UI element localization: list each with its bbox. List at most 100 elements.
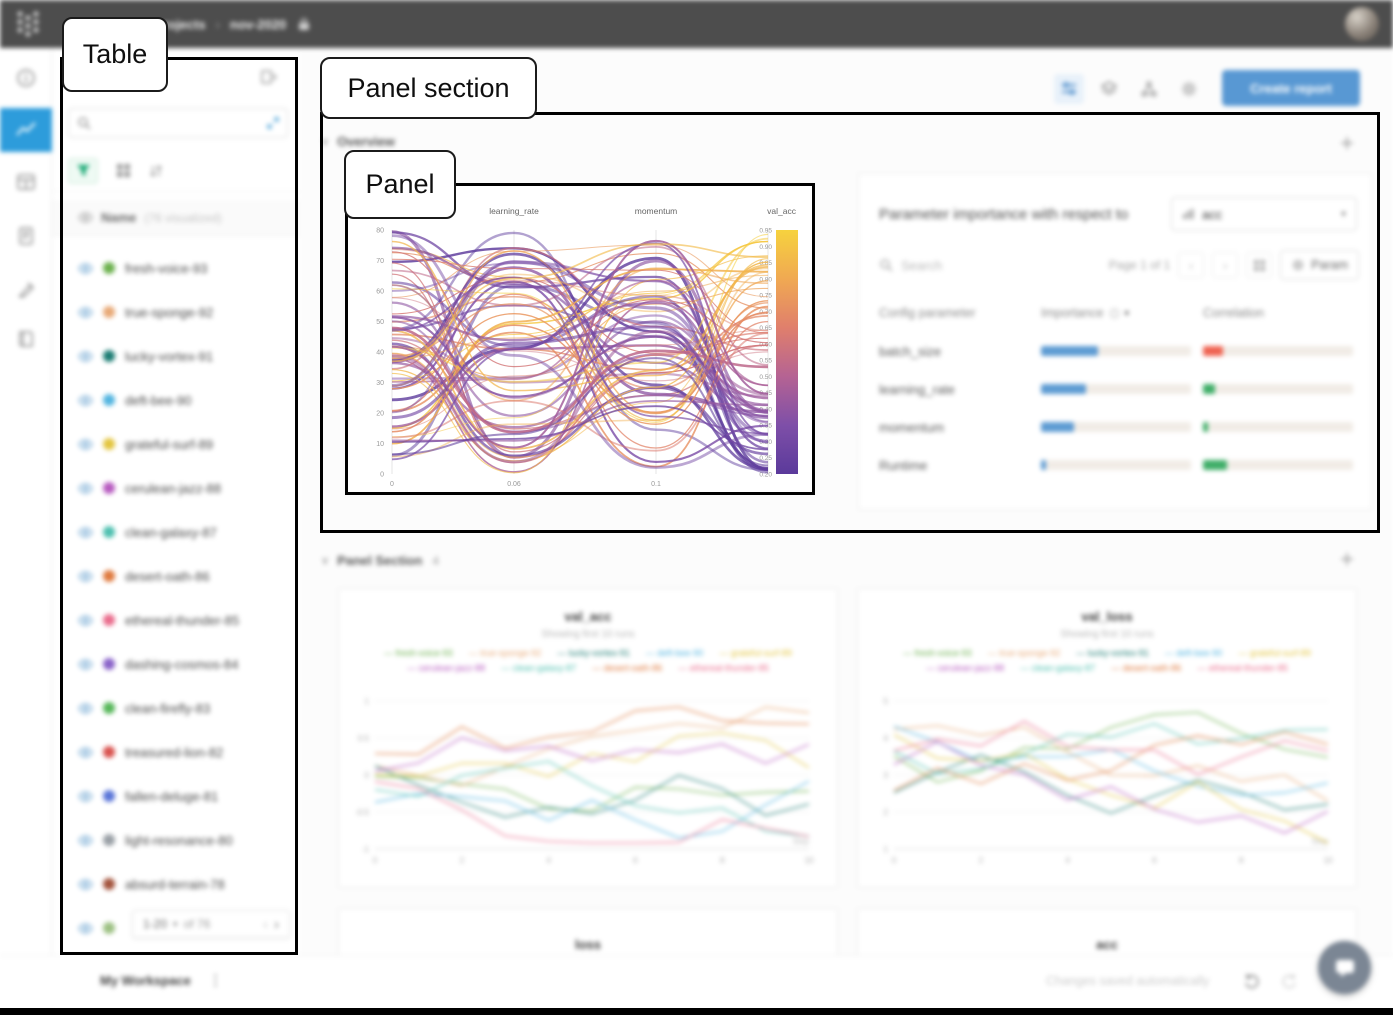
run-name[interactable]: lucky-vortex-91: [125, 348, 214, 364]
importance-search-input[interactable]: [901, 257, 1011, 273]
section-collapse-icon[interactable]: ∨: [321, 136, 330, 148]
run-visibility-eye-icon[interactable]: [78, 921, 93, 936]
run-visibility-eye-icon[interactable]: [78, 657, 93, 672]
run-row[interactable]: cerulean-jazz-88: [52, 466, 300, 510]
val-acc-chart[interactable]: 1 0.5 0 -0.5 -1 0 2 4 6 8 10 Step: [339, 691, 839, 887]
settings-gear-icon[interactable]: [1174, 74, 1204, 104]
run-visibility-eye-icon[interactable]: [78, 613, 93, 628]
page-size-value[interactable]: 1-20: [143, 917, 168, 931]
importance-row[interactable]: Runtime: [879, 446, 1353, 484]
run-visibility-eye-icon[interactable]: [78, 877, 93, 892]
legend-entry[interactable]: — desert-oath-86: [592, 663, 663, 673]
importance-next-icon[interactable]: ›: [1212, 252, 1239, 278]
legend-entry[interactable]: — deft-bee-90: [645, 648, 704, 658]
next-page-icon[interactable]: ›: [274, 915, 279, 933]
run-row[interactable]: true-sponge-92: [52, 290, 300, 334]
group-columns-icon[interactable]: [116, 163, 131, 178]
legend-entry[interactable]: — fresh-voice-93: [384, 648, 453, 658]
layers-icon[interactable]: [1094, 74, 1124, 104]
run-name[interactable]: absurd-terrain-78: [125, 876, 225, 892]
run-row[interactable]: grateful-surf-89: [52, 422, 300, 466]
runs-search-input[interactable]: [97, 115, 261, 131]
acc-panel[interactable]: acc: [857, 908, 1357, 955]
run-name[interactable]: light-resonance-80: [125, 832, 233, 848]
run-visibility-eye-icon[interactable]: [78, 701, 93, 716]
eye-icon[interactable]: [78, 210, 93, 225]
legend-entry[interactable]: — true-sponge-92: [468, 648, 542, 658]
legend-entry[interactable]: — desert-oath-86: [1111, 663, 1182, 673]
run-name[interactable]: clean-galaxy-87: [125, 524, 217, 540]
redo-icon[interactable]: [1280, 971, 1298, 989]
panel-settings-icon[interactable]: [1054, 74, 1084, 104]
run-row[interactable]: lucky-vortex-91: [52, 334, 300, 378]
legend-entry[interactable]: — clean-galaxy-87: [1020, 663, 1096, 673]
importance-row[interactable]: batch_size: [879, 332, 1353, 370]
legend-entry[interactable]: — grateful-surf-89: [719, 648, 792, 658]
chat-button[interactable]: [1318, 941, 1371, 994]
parallel-coordinates-panel[interactable]: learning_rate momentum val_acc 80 70 60 50 40 30…: [345, 183, 815, 495]
run-row[interactable]: absurd-terrain-78: [52, 862, 300, 906]
section-2-header[interactable]: ∨ Panel Section 4: [321, 553, 439, 568]
run-name[interactable]: cerulean-jazz-88: [125, 480, 222, 496]
workspace-name[interactable]: My Workspace: [100, 973, 191, 988]
legend-entry[interactable]: — grateful-surf-89: [1238, 648, 1311, 658]
val-loss-chart[interactable]: 5 4 3 2 1 0 2 4 6 8 10 Step: [858, 691, 1358, 887]
nav-sweeps-brush-icon[interactable]: [0, 267, 52, 311]
create-report-button[interactable]: Create report: [1222, 70, 1360, 106]
nav-table-icon[interactable]: [0, 160, 52, 204]
run-name[interactable]: fallen-deluge-81: [125, 788, 219, 804]
run-visibility-eye-icon[interactable]: [78, 349, 93, 364]
run-row[interactable]: [52, 906, 300, 950]
section-2-collapse-icon[interactable]: ∨: [321, 555, 330, 567]
nav-workspace-chart-icon[interactable]: [0, 108, 52, 152]
config-parameter-column[interactable]: Config parameter: [879, 306, 976, 320]
metric-dropdown[interactable]: acc ▾: [1171, 197, 1357, 231]
run-name[interactable]: fresh-voice-93: [125, 260, 208, 276]
collapse-sidebar-icon[interactable]: [260, 68, 278, 86]
legend-entry[interactable]: — ethereal-thunder-85: [1197, 663, 1288, 673]
sort-caret-icon[interactable]: ▾: [1124, 307, 1130, 318]
legend-entry[interactable]: — ethereal-thunder-85: [678, 663, 769, 673]
run-row[interactable]: clean-galaxy-87: [52, 510, 300, 554]
run-name[interactable]: ethereal-thunder-85: [125, 612, 240, 628]
run-row[interactable]: fallen-deluge-81: [52, 774, 300, 818]
run-visibility-eye-icon[interactable]: [78, 393, 93, 408]
add-panel-icon[interactable]: +: [1340, 130, 1355, 157]
val-loss-panel[interactable]: val_loss Showing first 10 runs — fresh-v…: [857, 588, 1357, 888]
run-name[interactable]: dashing-cosmos-84: [125, 656, 239, 672]
wandb-logo-icon[interactable]: [12, 8, 44, 40]
run-visibility-eye-icon[interactable]: [78, 789, 93, 804]
legend-entry[interactable]: — true-sponge-92: [987, 648, 1061, 658]
run-visibility-eye-icon[interactable]: [78, 525, 93, 540]
model-graph-icon[interactable]: [1134, 74, 1164, 104]
run-visibility-eye-icon[interactable]: [78, 437, 93, 452]
val-acc-panel[interactable]: val_acc Showing first 10 runs — fresh-vo…: [338, 588, 838, 888]
legend-entry[interactable]: — clean-galaxy-87: [501, 663, 577, 673]
run-name[interactable]: grateful-surf-89: [125, 436, 214, 452]
importance-grid-icon[interactable]: [1246, 252, 1273, 278]
add-panel-icon-2[interactable]: +: [1340, 546, 1355, 573]
legend-entry[interactable]: — fresh-voice-93: [903, 648, 972, 658]
nav-reports-icon[interactable]: [0, 214, 52, 258]
importance-prev-icon[interactable]: ‹: [1178, 252, 1205, 278]
importance-column[interactable]: Importance: [1041, 306, 1104, 320]
breadcrumb-item-project-name[interactable]: nov-2020: [229, 16, 287, 32]
parameters-button[interactable]: Param: [1280, 250, 1359, 280]
undo-icon[interactable]: [1243, 971, 1261, 989]
run-row[interactable]: deft-bee-90: [52, 378, 300, 422]
section-1-header[interactable]: ∨ Overview: [321, 134, 395, 149]
run-visibility-eye-icon[interactable]: [78, 569, 93, 584]
run-name[interactable]: true-sponge-92: [125, 304, 214, 320]
run-row[interactable]: clean-firefly-83: [52, 686, 300, 730]
run-row[interactable]: dashing-cosmos-84: [52, 642, 300, 686]
user-avatar[interactable]: [1345, 7, 1379, 41]
run-visibility-eye-icon[interactable]: [78, 305, 93, 320]
run-visibility-eye-icon[interactable]: [78, 745, 93, 760]
correlation-column[interactable]: Correlation: [1203, 306, 1265, 320]
workspace-menu-icon[interactable]: ⋮: [208, 972, 223, 989]
legend-entry[interactable]: — deft-bee-90: [1164, 648, 1223, 658]
runs-search[interactable]: [68, 108, 288, 138]
importance-row[interactable]: learning_rate: [879, 370, 1353, 408]
run-visibility-eye-icon[interactable]: [78, 481, 93, 496]
importance-row[interactable]: momentum: [879, 408, 1353, 446]
